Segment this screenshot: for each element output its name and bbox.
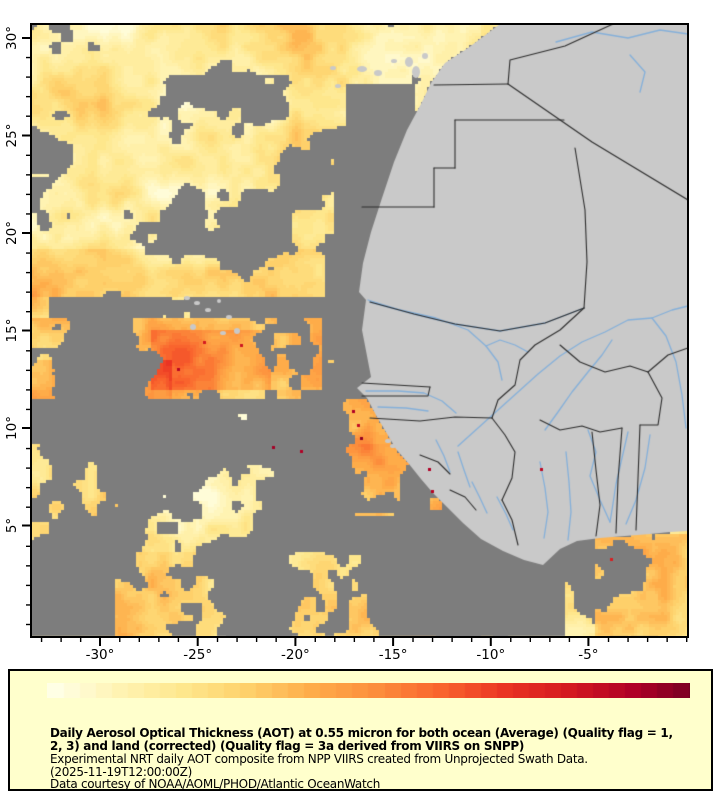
colorbar bbox=[47, 683, 690, 698]
map-plot-area bbox=[31, 24, 688, 637]
legend-timestamp: (2025-11-19T12:00:00Z) bbox=[50, 764, 192, 779]
x-axis-tick-label: -15° bbox=[379, 647, 408, 663]
legend-credit: Data courtesy of NOAA/AOML/PHOD/Atlantic… bbox=[50, 777, 380, 791]
y-axis-tick-label: 30° bbox=[4, 26, 20, 50]
y-axis-tick-label: 5° bbox=[4, 518, 20, 533]
legend-panel: Daily Aerosol Optical Thickness (AOT) at… bbox=[8, 669, 713, 791]
y-axis-tick-label: 20° bbox=[4, 221, 20, 245]
legend-subtitle: Experimental NRT daily AOT composite fro… bbox=[50, 752, 588, 766]
legend-title-line-1: Daily Aerosol Optical Thickness (AOT) at… bbox=[50, 726, 673, 740]
x-axis-tick-label: -5° bbox=[578, 647, 598, 663]
x-axis-tick-label: -30° bbox=[86, 647, 115, 663]
y-axis-tick-label: 15° bbox=[4, 319, 20, 343]
x-axis-tick-label: -10° bbox=[476, 647, 505, 663]
aot-raster-map bbox=[31, 24, 688, 637]
y-axis-tick-label: 10° bbox=[4, 416, 20, 440]
legend-title-line-2: 2, 3) and land (corrected) (Quality flag… bbox=[50, 739, 525, 753]
y-axis-tick-label: 25° bbox=[4, 124, 20, 148]
x-axis-tick-label: -25° bbox=[183, 647, 212, 663]
x-axis-tick-label: -20° bbox=[281, 647, 310, 663]
